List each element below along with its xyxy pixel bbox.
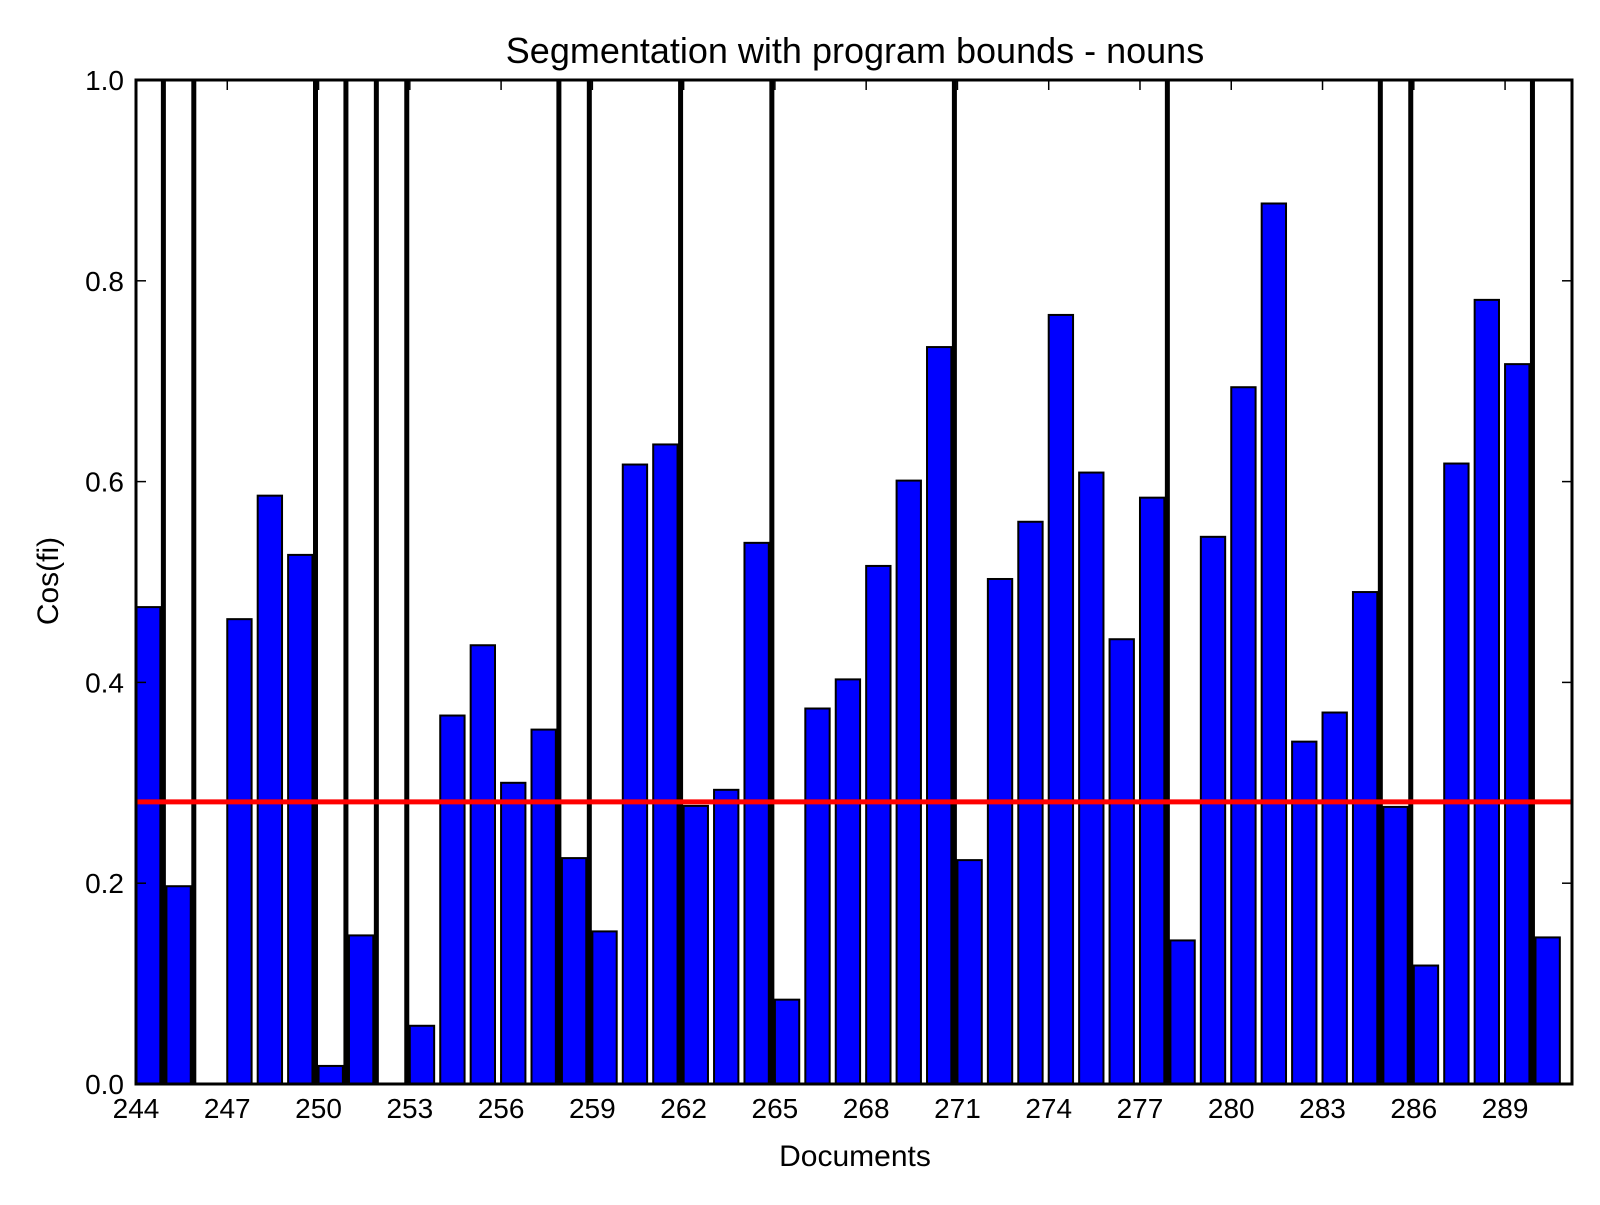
x-tick-label: 280 [1208, 1093, 1255, 1124]
bar-doc-262 [682, 804, 709, 1086]
x-tick-label: 289 [1482, 1093, 1529, 1124]
bar-doc-250 [317, 1064, 344, 1085]
bar-doc-264 [743, 541, 770, 1085]
bar-doc-270 [926, 346, 953, 1085]
bar-doc-247 [226, 618, 253, 1085]
bar-doc-283 [1321, 711, 1348, 1086]
bar-doc-276 [1108, 638, 1135, 1086]
y-tick-label: 1.0 [85, 65, 124, 96]
x-tick-label: 253 [386, 1093, 433, 1124]
x-tick-label: 244 [113, 1093, 160, 1124]
bar-doc-269 [895, 479, 922, 1085]
x-tick-label: 271 [934, 1093, 981, 1124]
y-tick-label: 0.6 [85, 467, 124, 498]
x-tick-label: 262 [660, 1093, 707, 1124]
y-axis-label: Cos(fi) [32, 537, 65, 625]
chart-title: Segmentation with program bounds - nouns [506, 30, 1204, 71]
bar-doc-277 [1138, 496, 1166, 1085]
bar-doc-251 [347, 934, 375, 1086]
y-tick-label: 0.2 [85, 868, 124, 899]
bar-doc-282 [1291, 740, 1318, 1085]
bar-doc-272 [986, 577, 1014, 1085]
x-tick-label: 277 [1117, 1093, 1164, 1124]
bar-doc-255 [469, 644, 496, 1085]
x-tick-label: 268 [843, 1093, 890, 1124]
x-tick-label: 286 [1390, 1093, 1437, 1124]
bar-doc-284 [1351, 591, 1379, 1085]
bar-doc-268 [865, 564, 892, 1085]
bar-doc-254 [439, 714, 466, 1085]
bar-doc-267 [834, 678, 862, 1085]
x-tick-label: 247 [204, 1093, 251, 1124]
bar-doc-261 [652, 443, 679, 1085]
x-tick-label: 265 [752, 1093, 799, 1124]
bar-doc-288 [1473, 298, 1500, 1086]
x-tick-label: 250 [295, 1093, 342, 1124]
bar-doc-271 [956, 859, 983, 1085]
y-tick-label: 0.8 [85, 266, 124, 297]
x-tick-label: 274 [1025, 1093, 1072, 1124]
axes-layer [134, 78, 1574, 1086]
bar-doc-275 [1078, 471, 1105, 1085]
program-bounds-layer [160, 80, 1535, 1084]
bar-doc-258 [560, 857, 588, 1085]
y-tick-label: 0.4 [85, 667, 124, 698]
x-axis-label: Documents [779, 1140, 931, 1173]
bar-doc-253 [408, 1024, 436, 1085]
bar-doc-248 [256, 494, 284, 1085]
bar-doc-285 [1382, 805, 1409, 1085]
bar-doc-278 [1169, 939, 1196, 1085]
bar-doc-279 [1199, 535, 1227, 1085]
y-tick-label: 0.0 [85, 1069, 124, 1100]
bar-doc-265 [773, 998, 801, 1085]
x-tick-label: 256 [478, 1093, 525, 1124]
bar-doc-249 [287, 553, 314, 1085]
bar-doc-257 [530, 728, 557, 1085]
bar-doc-289 [1504, 363, 1531, 1085]
bar-doc-280 [1230, 386, 1257, 1085]
bar-doc-244 [135, 606, 162, 1085]
bar-doc-281 [1260, 202, 1288, 1085]
bar-doc-260 [621, 463, 649, 1086]
bar-doc-256 [500, 781, 527, 1085]
x-tick-label: 283 [1299, 1093, 1346, 1124]
plot-frame [134, 78, 1574, 1086]
bar-doc-287 [1443, 462, 1470, 1085]
bar-doc-286 [1412, 964, 1440, 1086]
bar-doc-266 [804, 707, 831, 1086]
bar-doc-259 [591, 930, 618, 1086]
bar-doc-290 [1534, 936, 1561, 1086]
ticks-layer: 0.0 0.2 0.4 0.6 0.8 1.0 244 247 250 253 256 259 262 2… [85, 65, 1572, 1124]
bar-doc-245 [165, 885, 192, 1085]
bar-doc-274 [1047, 313, 1075, 1086]
x-tick-label: 259 [569, 1093, 616, 1124]
bar-doc-263 [713, 788, 740, 1085]
